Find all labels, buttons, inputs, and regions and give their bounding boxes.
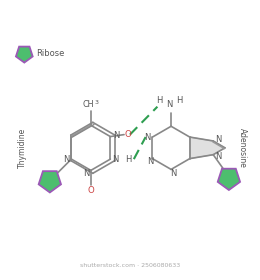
Text: H: H (125, 155, 131, 164)
Text: Adenosine: Adenosine (238, 128, 247, 168)
Text: Ribose: Ribose (36, 49, 64, 58)
Text: H: H (156, 96, 162, 105)
Text: Thymidine: Thymidine (18, 128, 27, 168)
Text: H: H (176, 96, 182, 105)
Text: CH: CH (82, 100, 94, 109)
Polygon shape (39, 171, 61, 192)
Text: O: O (87, 186, 94, 195)
Text: N: N (147, 157, 154, 166)
Text: 3: 3 (95, 100, 99, 105)
Text: shutterstock.com · 2506080633: shutterstock.com · 2506080633 (80, 263, 180, 268)
Text: N: N (215, 152, 221, 161)
Text: N: N (63, 155, 70, 164)
Text: N: N (112, 155, 118, 164)
Text: N: N (144, 132, 151, 142)
Polygon shape (16, 46, 33, 62)
Text: N: N (114, 130, 120, 140)
Polygon shape (190, 137, 225, 159)
Polygon shape (218, 169, 240, 190)
Text: N: N (166, 100, 172, 109)
Text: N: N (170, 169, 176, 178)
Text: N: N (215, 134, 221, 144)
Text: N: N (83, 169, 89, 178)
Text: O: O (125, 130, 131, 139)
